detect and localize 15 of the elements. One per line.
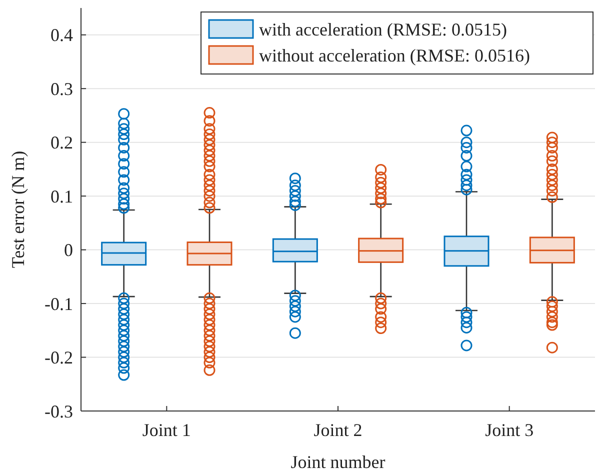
x-tick-label: Joint 1 bbox=[142, 420, 191, 440]
x-tick-label: Joint 3 bbox=[485, 420, 534, 440]
y-tick-label: -0.1 bbox=[44, 294, 73, 314]
y-tick-label: 0.1 bbox=[50, 186, 73, 206]
y-tick-label: 0 bbox=[64, 240, 73, 260]
legend-label: with acceleration (RMSE: 0.0515) bbox=[259, 19, 507, 40]
y-axis-title: Test error (N m) bbox=[8, 150, 28, 268]
y-tick-label: 0.3 bbox=[50, 78, 73, 99]
legend-label: without acceleration (RMSE: 0.0516) bbox=[259, 45, 530, 66]
y-tick-label: 0.4 bbox=[50, 25, 73, 46]
y-tick-label: -0.3 bbox=[44, 401, 73, 422]
x-axis-title: Joint number bbox=[290, 452, 386, 472]
y-tick-label: -0.2 bbox=[44, 348, 73, 368]
x-tick-label: Joint 2 bbox=[314, 420, 362, 440]
y-tick-label: 0.2 bbox=[50, 132, 73, 153]
